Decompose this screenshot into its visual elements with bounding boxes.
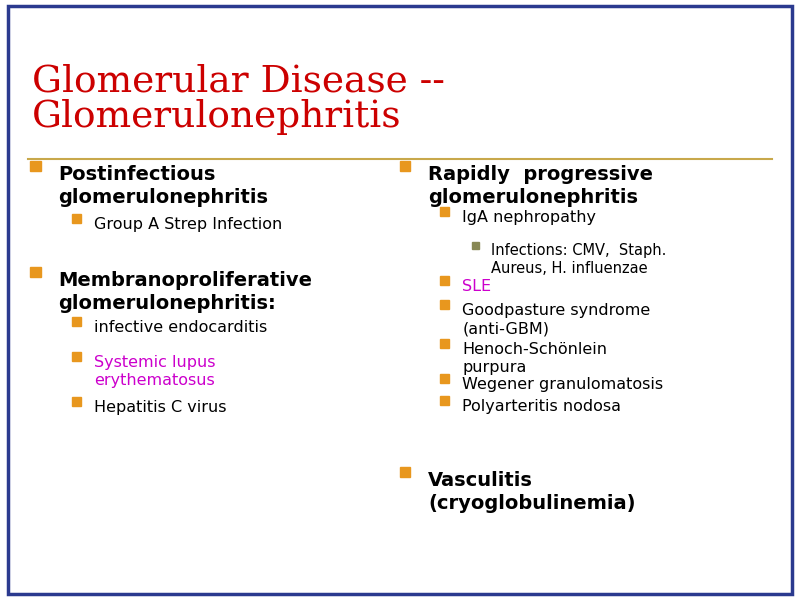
Text: Infections: CMV,  Staph.
Aureus, H. influenzae: Infections: CMV, Staph. Aureus, H. influ… [491, 243, 666, 276]
Bar [30, 161, 41, 171]
Bar [72, 214, 81, 223]
Text: Group A Strep Infection: Group A Strep Infection [94, 217, 282, 232]
Bar [400, 467, 410, 477]
Text: Postinfectious
glomerulonephritis: Postinfectious glomerulonephritis [58, 165, 268, 207]
Bar [400, 161, 410, 171]
Text: infective endocarditis: infective endocarditis [94, 320, 268, 335]
Text: Goodpasture syndrome
(anti-GBM): Goodpasture syndrome (anti-GBM) [462, 303, 650, 336]
Bar [440, 339, 449, 348]
Text: Systemic lupus
erythematosus: Systemic lupus erythematosus [94, 355, 216, 388]
Bar [30, 267, 41, 277]
Bar [440, 207, 449, 216]
Text: SLE: SLE [462, 279, 491, 294]
Text: Polyarteritis nodosa: Polyarteritis nodosa [462, 399, 622, 414]
Text: Henoch-Schönlein
purpura: Henoch-Schönlein purpura [462, 342, 607, 375]
Bar [72, 397, 81, 406]
Bar [440, 374, 449, 383]
Text: Hepatitis C virus: Hepatitis C virus [94, 400, 227, 415]
Text: Wegener granulomatosis: Wegener granulomatosis [462, 377, 663, 392]
Text: Glomerulonephritis: Glomerulonephritis [32, 99, 402, 135]
Text: Membranoproliferative
glomerulonephritis:: Membranoproliferative glomerulonephritis… [58, 271, 312, 313]
Bar [440, 300, 449, 309]
Text: Vasculitis
(cryoglobulinemia): Vasculitis (cryoglobulinemia) [428, 471, 635, 513]
Bar [72, 352, 81, 361]
Bar [440, 276, 449, 285]
Text: Rapidly  progressive
glomerulonephritis: Rapidly progressive glomerulonephritis [428, 165, 653, 207]
Bar [472, 242, 479, 249]
Text: IgA nephropathy: IgA nephropathy [462, 210, 596, 225]
Text: Glomerular Disease --: Glomerular Disease -- [32, 63, 445, 99]
Bar [72, 317, 81, 326]
Bar [440, 396, 449, 405]
